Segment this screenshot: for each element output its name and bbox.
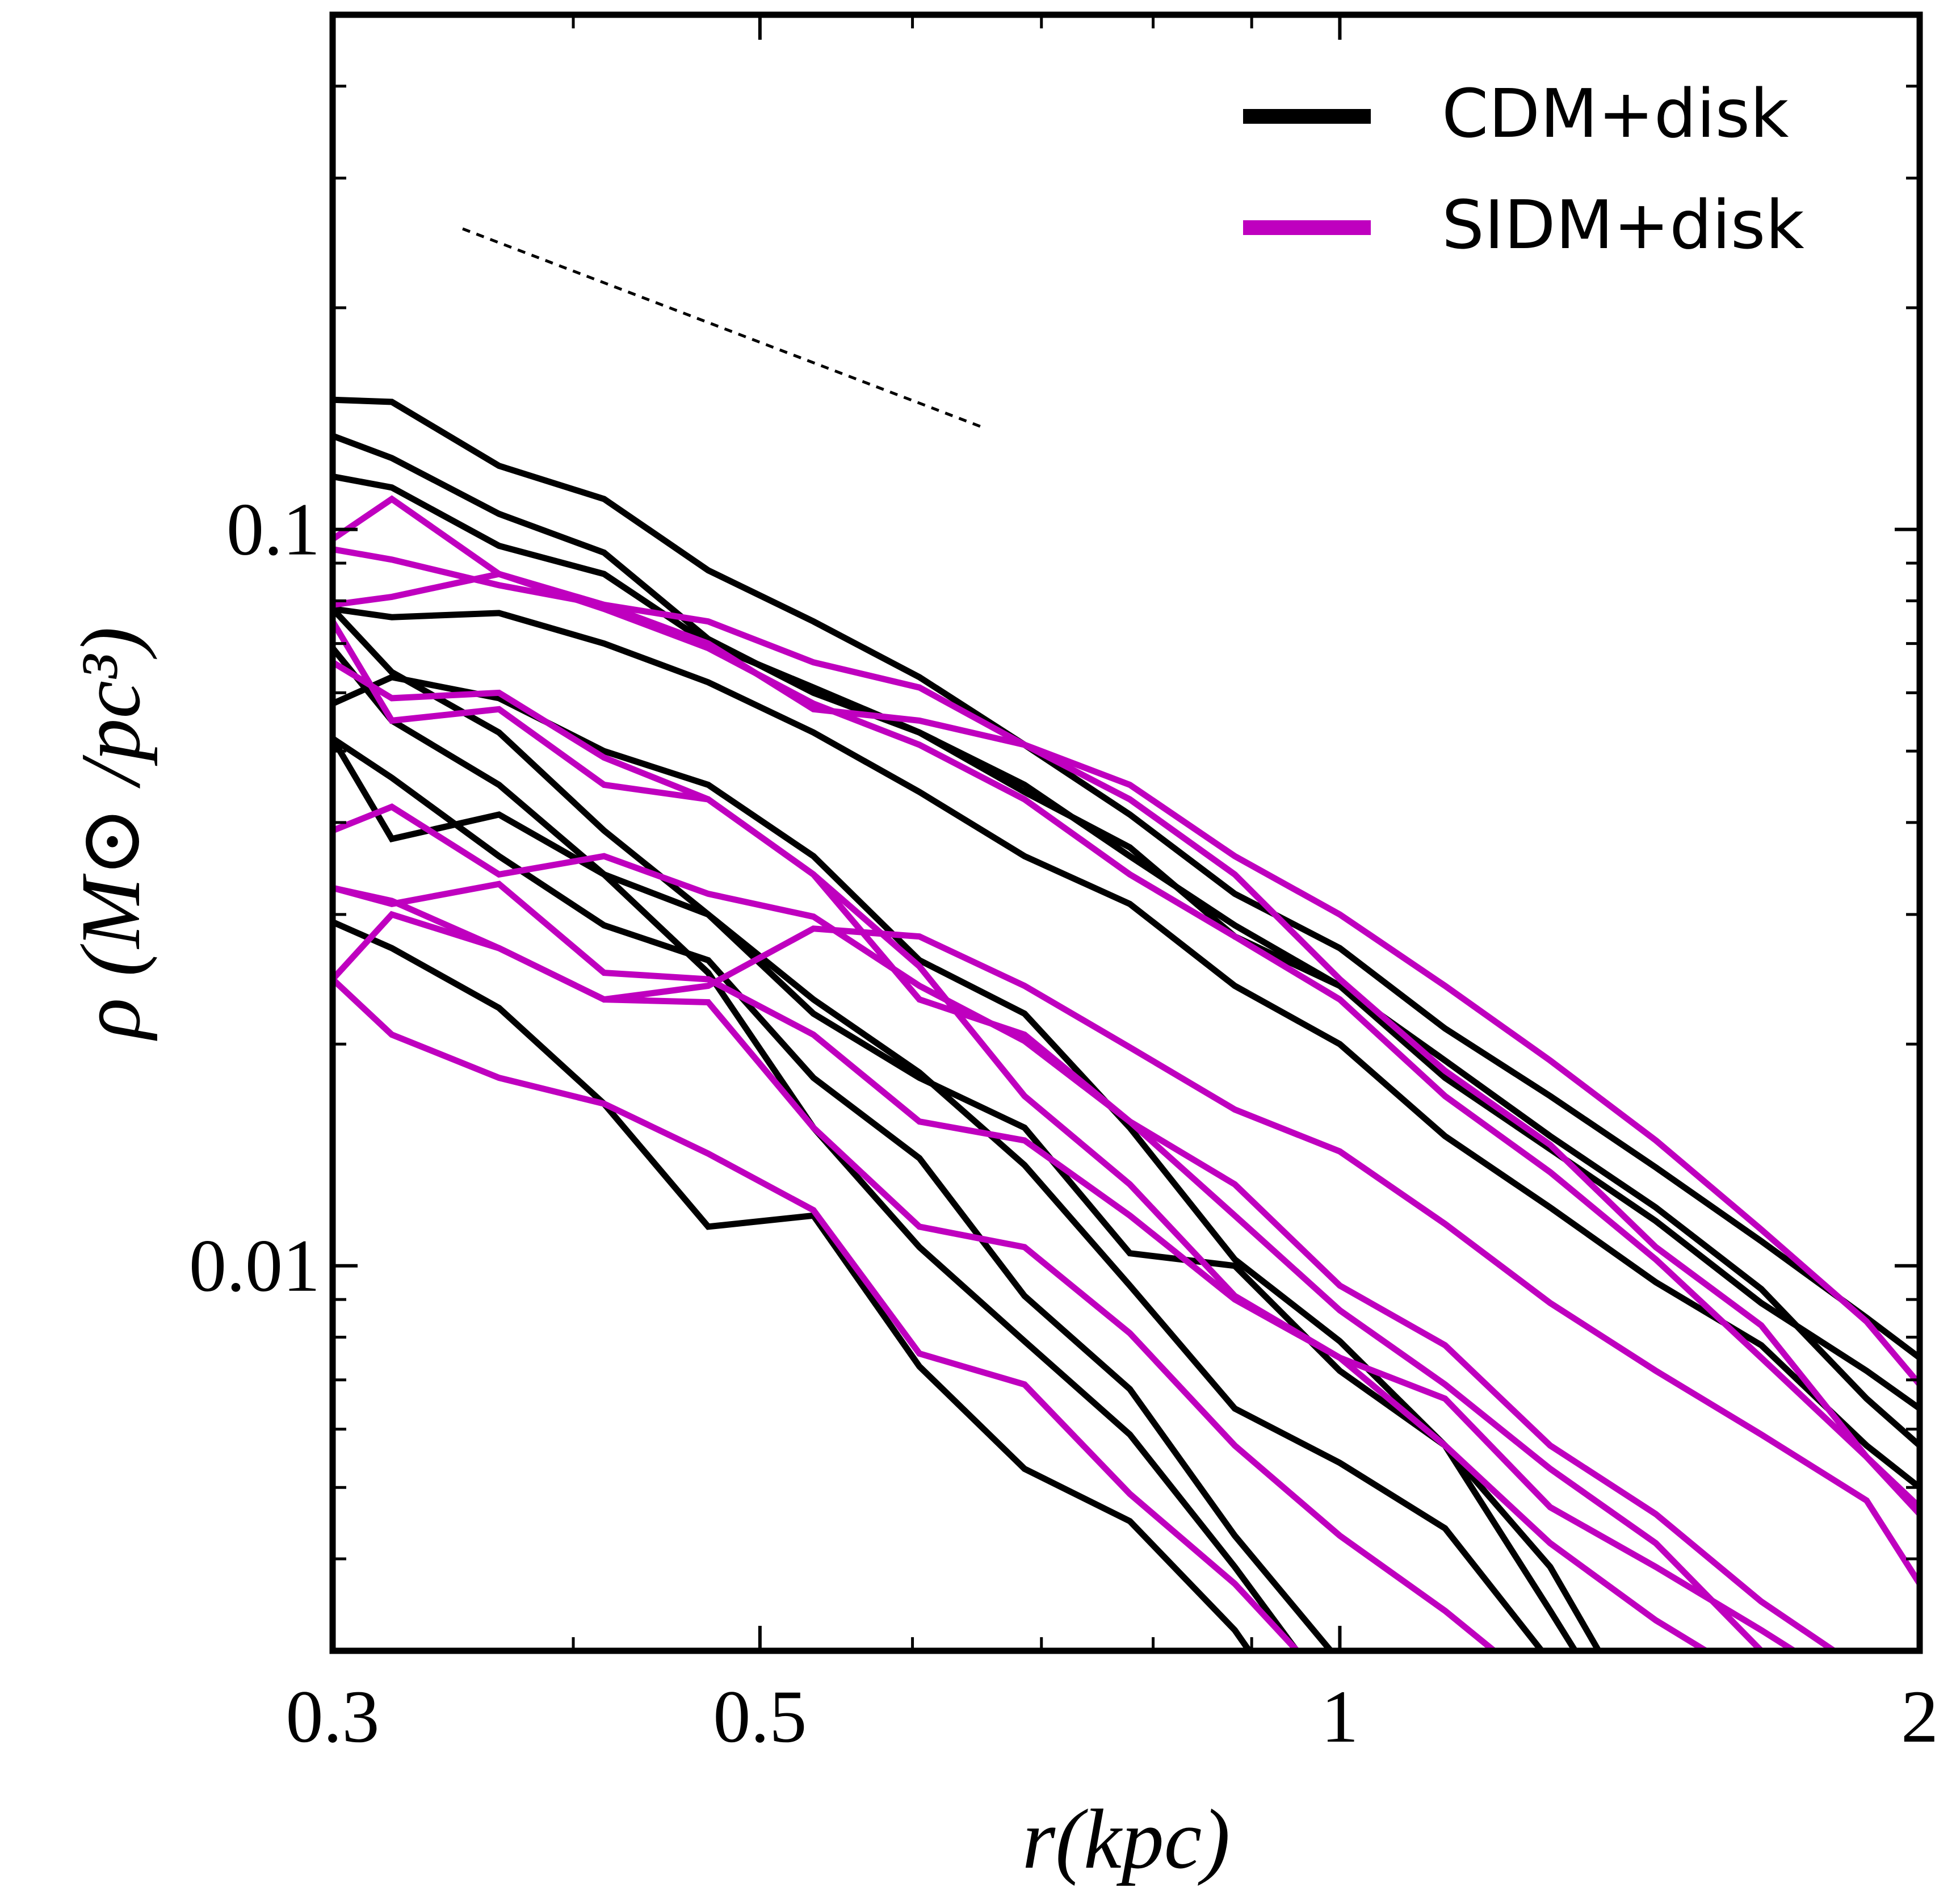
- x-tick-label: 0.3: [286, 1675, 380, 1758]
- y-tick-label: 0.01: [189, 1224, 320, 1307]
- series-line: [333, 884, 1499, 1651]
- legend-label: SIDM+disk: [1442, 186, 1804, 264]
- series-line: [333, 606, 1602, 1651]
- series-line: [333, 674, 1579, 1651]
- series-line: [333, 803, 1840, 1651]
- plot-frame: [329, 11, 1923, 1654]
- series-line: [333, 737, 1546, 1651]
- y-tick-label: 0.1: [226, 488, 320, 571]
- x-tick-label: 0.5: [713, 1675, 807, 1758]
- series-line: [333, 606, 1920, 1490]
- x-tick-label: 1: [1321, 1675, 1358, 1758]
- reference-slope: [462, 227, 984, 429]
- series-line: [333, 396, 1920, 1361]
- legend-label: CDM+disk: [1442, 74, 1789, 153]
- plot-area: [333, 396, 1920, 1651]
- series-line: [333, 919, 1253, 1651]
- series-line: [333, 473, 1920, 1448]
- series-line: [333, 571, 1920, 1510]
- series-line: [333, 880, 1800, 1651]
- series-line: [333, 546, 1920, 1516]
- y-axis-label: ρ (M⊙ /pc³): [64, 627, 158, 1041]
- series-line: [333, 736, 1335, 1651]
- x-axis-label: r(kpc): [1022, 1792, 1230, 1886]
- series-line: [333, 976, 1302, 1651]
- series-line: [333, 619, 1764, 1651]
- series-line: [333, 646, 1301, 1651]
- series-line: [333, 433, 1920, 1411]
- series-line: [333, 659, 1712, 1651]
- x-tick-label: 2: [1901, 1675, 1938, 1758]
